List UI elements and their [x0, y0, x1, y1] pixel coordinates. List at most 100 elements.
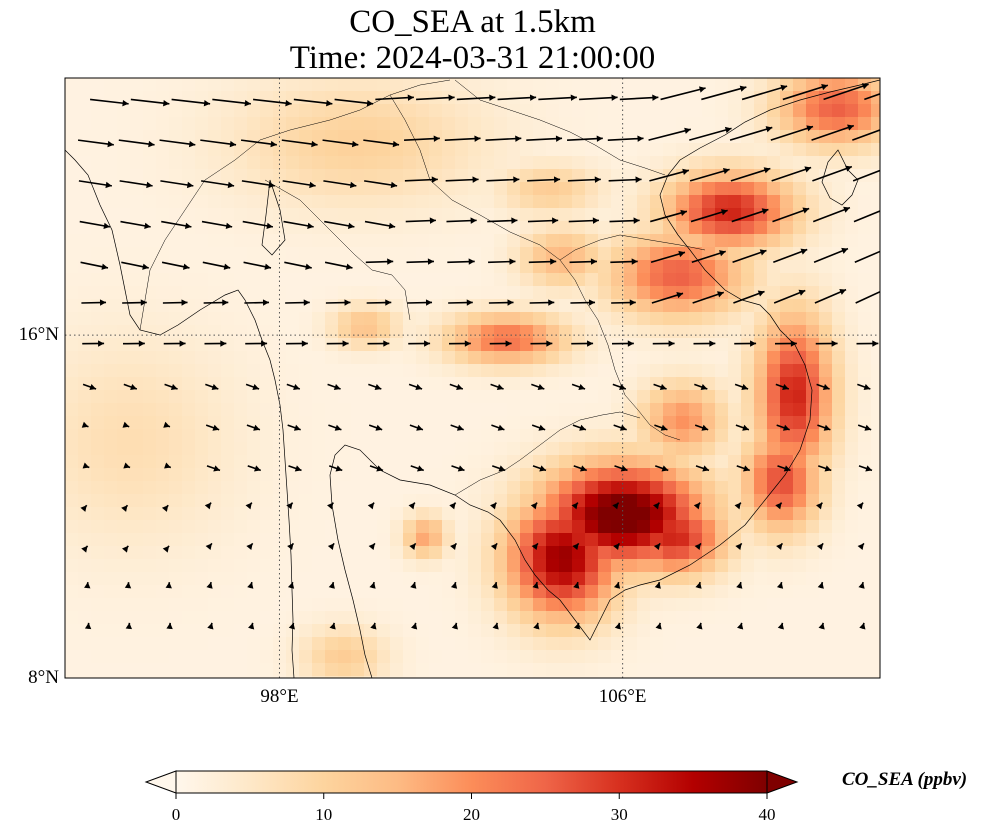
field-cell	[663, 234, 677, 248]
field-cell	[871, 377, 880, 391]
field-cell	[533, 455, 547, 469]
field-cell	[221, 351, 235, 365]
field-cell	[546, 351, 560, 365]
field-cell	[65, 312, 79, 326]
field-cell	[754, 338, 768, 352]
field-cell	[442, 455, 456, 469]
field-cell	[754, 364, 768, 378]
field-cell	[299, 403, 313, 417]
field-cell	[299, 312, 313, 326]
field-cell	[871, 442, 880, 456]
field-cell	[806, 156, 820, 170]
field-cell	[728, 429, 742, 443]
field-cell	[299, 247, 313, 261]
field-cell	[793, 104, 807, 118]
field-cell	[819, 260, 833, 274]
field-cell	[390, 78, 404, 92]
field-cell	[637, 325, 651, 339]
field-cell	[715, 429, 729, 443]
field-cell	[195, 195, 209, 209]
field-cell	[520, 117, 534, 131]
field-cell	[871, 91, 880, 105]
field-cell	[182, 481, 196, 495]
field-cell	[806, 455, 820, 469]
field-cell	[689, 481, 703, 495]
field-cell	[611, 247, 625, 261]
field-cell	[286, 351, 300, 365]
field-cell	[143, 130, 157, 144]
field-cell	[299, 286, 313, 300]
field-cell	[182, 169, 196, 183]
field-cell	[247, 364, 261, 378]
field-cell	[130, 117, 144, 131]
field-cell	[585, 182, 599, 196]
field-cell	[351, 195, 365, 209]
field-cell	[689, 130, 703, 144]
field-cell	[572, 91, 586, 105]
field-cell	[546, 260, 560, 274]
field-cell	[598, 377, 612, 391]
field-cell	[104, 156, 118, 170]
field-cell	[598, 338, 612, 352]
field-cell	[780, 403, 794, 417]
field-cell	[182, 429, 196, 443]
field-cell	[442, 468, 456, 482]
field-cell	[351, 351, 365, 365]
field-cell	[663, 481, 677, 495]
field-cell	[169, 403, 183, 417]
field-cell	[728, 78, 742, 92]
field-cell	[143, 481, 157, 495]
field-cell	[416, 286, 430, 300]
field-cell	[871, 416, 880, 430]
field-cell	[754, 182, 768, 196]
field-cell	[663, 221, 677, 235]
field-cell	[520, 403, 534, 417]
field-cell	[858, 234, 872, 248]
field-cell	[65, 403, 79, 417]
field-cell	[845, 221, 859, 235]
field-cell	[130, 390, 144, 404]
field-cell	[299, 442, 313, 456]
field-cell	[208, 234, 222, 248]
field-cell	[117, 494, 131, 508]
field-cell	[689, 286, 703, 300]
field-cell	[143, 104, 157, 118]
field-cell	[286, 195, 300, 209]
field-cell	[377, 208, 391, 222]
field-cell	[78, 156, 92, 170]
field-cell	[169, 91, 183, 105]
field-cell	[481, 260, 495, 274]
field-cell	[507, 442, 521, 456]
field-cell	[247, 104, 261, 118]
field-cell	[793, 273, 807, 287]
field-cell	[585, 364, 599, 378]
field-cell	[702, 273, 716, 287]
field-cell	[286, 312, 300, 326]
field-cell	[195, 481, 209, 495]
field-cell	[585, 273, 599, 287]
field-cell	[858, 351, 872, 365]
field-cell	[494, 247, 508, 261]
field-cell	[429, 221, 443, 235]
colorbar-tick-label: 10	[315, 805, 333, 824]
field-cell	[754, 104, 768, 118]
field-cell	[429, 364, 443, 378]
field-cell	[481, 156, 495, 170]
field-cell	[754, 455, 768, 469]
field-cell	[260, 416, 274, 430]
field-cell	[546, 468, 560, 482]
field-cell	[793, 156, 807, 170]
field-cell	[845, 442, 859, 456]
field-cell	[390, 403, 404, 417]
field-cell	[156, 91, 170, 105]
field-cell	[637, 156, 651, 170]
field-cell	[845, 494, 859, 508]
field-cell	[403, 377, 417, 391]
field-cell	[572, 234, 586, 248]
field-cell	[260, 247, 274, 261]
field-cell	[416, 247, 430, 261]
field-cell	[273, 286, 287, 300]
field-cell	[559, 286, 573, 300]
field-cell	[143, 312, 157, 326]
